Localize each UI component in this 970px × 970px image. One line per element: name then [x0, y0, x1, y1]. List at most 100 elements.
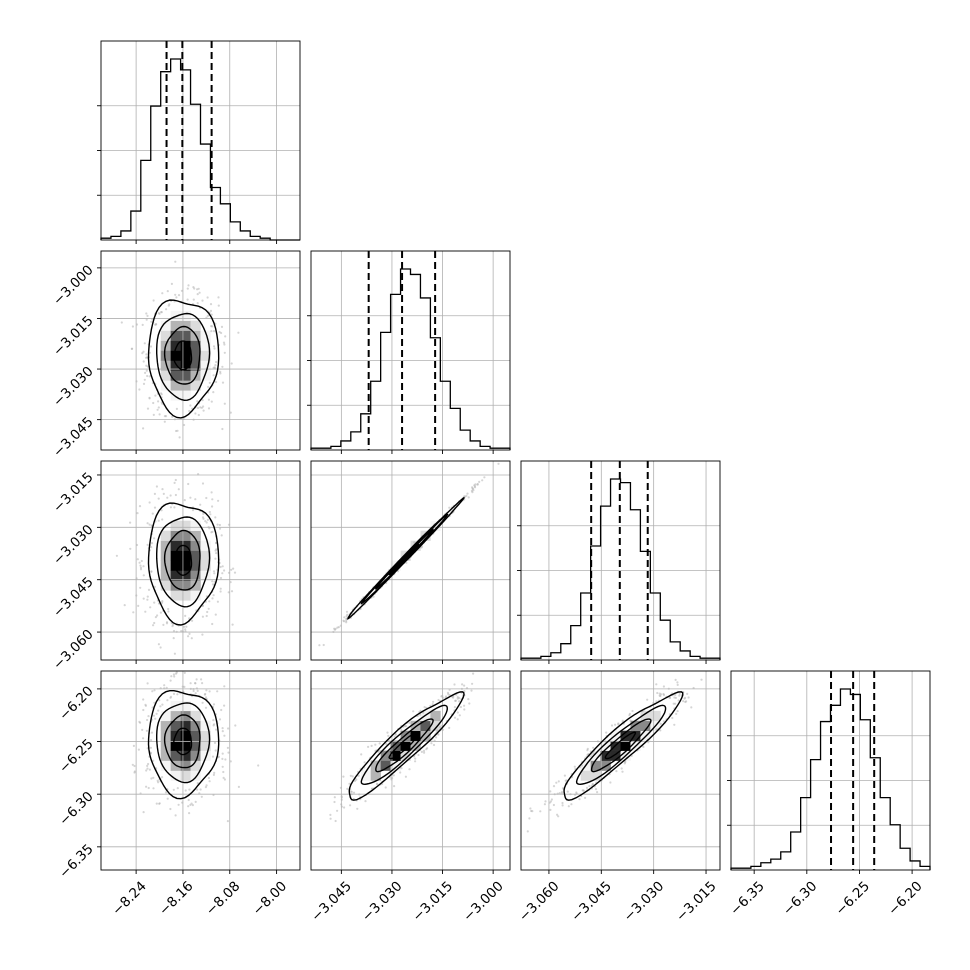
scatter-point — [172, 673, 175, 676]
panel-frame — [730, 670, 931, 871]
scatter-point — [528, 817, 531, 820]
scatter-point — [154, 717, 157, 720]
scatter-point — [201, 701, 204, 704]
scatter-point — [557, 815, 560, 818]
scatter-point — [431, 703, 434, 706]
scatter-point — [430, 742, 433, 745]
scatter-point — [148, 375, 151, 378]
scatter-point — [132, 611, 135, 614]
scatter-point — [208, 510, 211, 514]
density-cell — [170, 740, 181, 751]
scatter-point — [676, 683, 679, 687]
scatter-point — [182, 417, 185, 420]
scatter-point — [145, 785, 148, 788]
scatter-point — [659, 722, 663, 726]
scatter-point — [156, 408, 159, 411]
scatter-point — [552, 785, 556, 788]
scatter-point — [196, 689, 199, 693]
scatter-point — [161, 518, 164, 521]
scatter-point — [544, 800, 547, 803]
scatter-point — [370, 744, 373, 748]
scatter-point — [206, 610, 209, 614]
contour-line — [563, 691, 684, 801]
panel-frame — [310, 670, 511, 871]
scatter-point — [432, 743, 436, 747]
density-cell — [190, 710, 201, 722]
scatter-point — [212, 345, 216, 348]
scatter-point — [148, 501, 151, 504]
scatter-point — [184, 630, 187, 633]
x-tick-label: −3.000 — [460, 878, 507, 925]
scatter-point — [614, 723, 617, 726]
density-cell — [610, 750, 621, 761]
scatter-point — [174, 814, 177, 817]
contour-line — [163, 714, 201, 769]
scatter-point — [420, 750, 423, 754]
scatter-point — [683, 697, 686, 700]
scatter-point — [214, 549, 217, 552]
scatter-point — [145, 318, 148, 321]
density-cell — [420, 730, 431, 741]
scatter-point — [183, 423, 186, 427]
scatter-point — [227, 751, 230, 754]
scatter-point — [585, 786, 589, 790]
scatter-point — [196, 406, 200, 410]
scatter-point — [448, 688, 451, 691]
scatter-point — [212, 391, 215, 394]
scatter-point — [389, 776, 392, 779]
scatter-point — [204, 520, 207, 523]
scatter-point — [214, 364, 217, 367]
scatter-point — [441, 694, 444, 698]
scatter-point — [211, 622, 214, 626]
density-cell — [180, 720, 191, 731]
grid-layer — [101, 41, 930, 870]
scatter-point — [471, 682, 474, 685]
density-cell — [180, 340, 191, 351]
scatter-point — [135, 577, 138, 580]
density-cell — [390, 760, 401, 771]
scatter-point — [334, 819, 337, 823]
scatter-point — [153, 601, 156, 604]
scatter-point — [146, 543, 149, 546]
scatter-point — [529, 807, 532, 810]
density-cell — [180, 370, 191, 381]
scatter-point — [221, 752, 224, 755]
scatter-point — [213, 771, 216, 775]
scatter-point — [609, 781, 612, 784]
scatter-point — [169, 679, 172, 682]
scatter-point — [143, 342, 146, 345]
scatter-point — [205, 496, 208, 500]
scatter-point — [227, 727, 230, 730]
scatter-point — [561, 801, 564, 805]
scatter-point — [165, 621, 169, 624]
scatter-point — [237, 331, 240, 334]
scatter-point — [136, 511, 139, 515]
scatter-point — [646, 698, 649, 701]
scatter-point — [184, 789, 187, 792]
density-cell — [190, 560, 201, 571]
scatter-point — [471, 491, 474, 494]
scatter-point — [207, 398, 210, 401]
scatter-point — [207, 385, 210, 388]
scatter-point — [146, 314, 149, 317]
scatter-point — [199, 503, 202, 506]
density-cell — [180, 380, 191, 391]
scatter-point — [214, 367, 217, 370]
scatter-point — [596, 791, 599, 794]
scatter-point — [222, 770, 225, 774]
scatter-point — [192, 689, 195, 693]
density-cell — [200, 340, 211, 351]
scatter-point — [135, 323, 139, 326]
scatter-point — [173, 481, 176, 484]
panel-frame — [310, 460, 511, 661]
density-cell — [590, 750, 601, 761]
density-cell — [200, 360, 211, 371]
scatter-point — [478, 480, 481, 483]
y-tick-label: −3.000 — [50, 262, 97, 309]
scatter-point — [220, 325, 224, 328]
scatter-point — [214, 749, 217, 752]
scatter-point — [564, 779, 567, 782]
scatter-point — [155, 485, 158, 488]
scatter-point — [142, 597, 145, 600]
scatter-point — [340, 805, 343, 808]
